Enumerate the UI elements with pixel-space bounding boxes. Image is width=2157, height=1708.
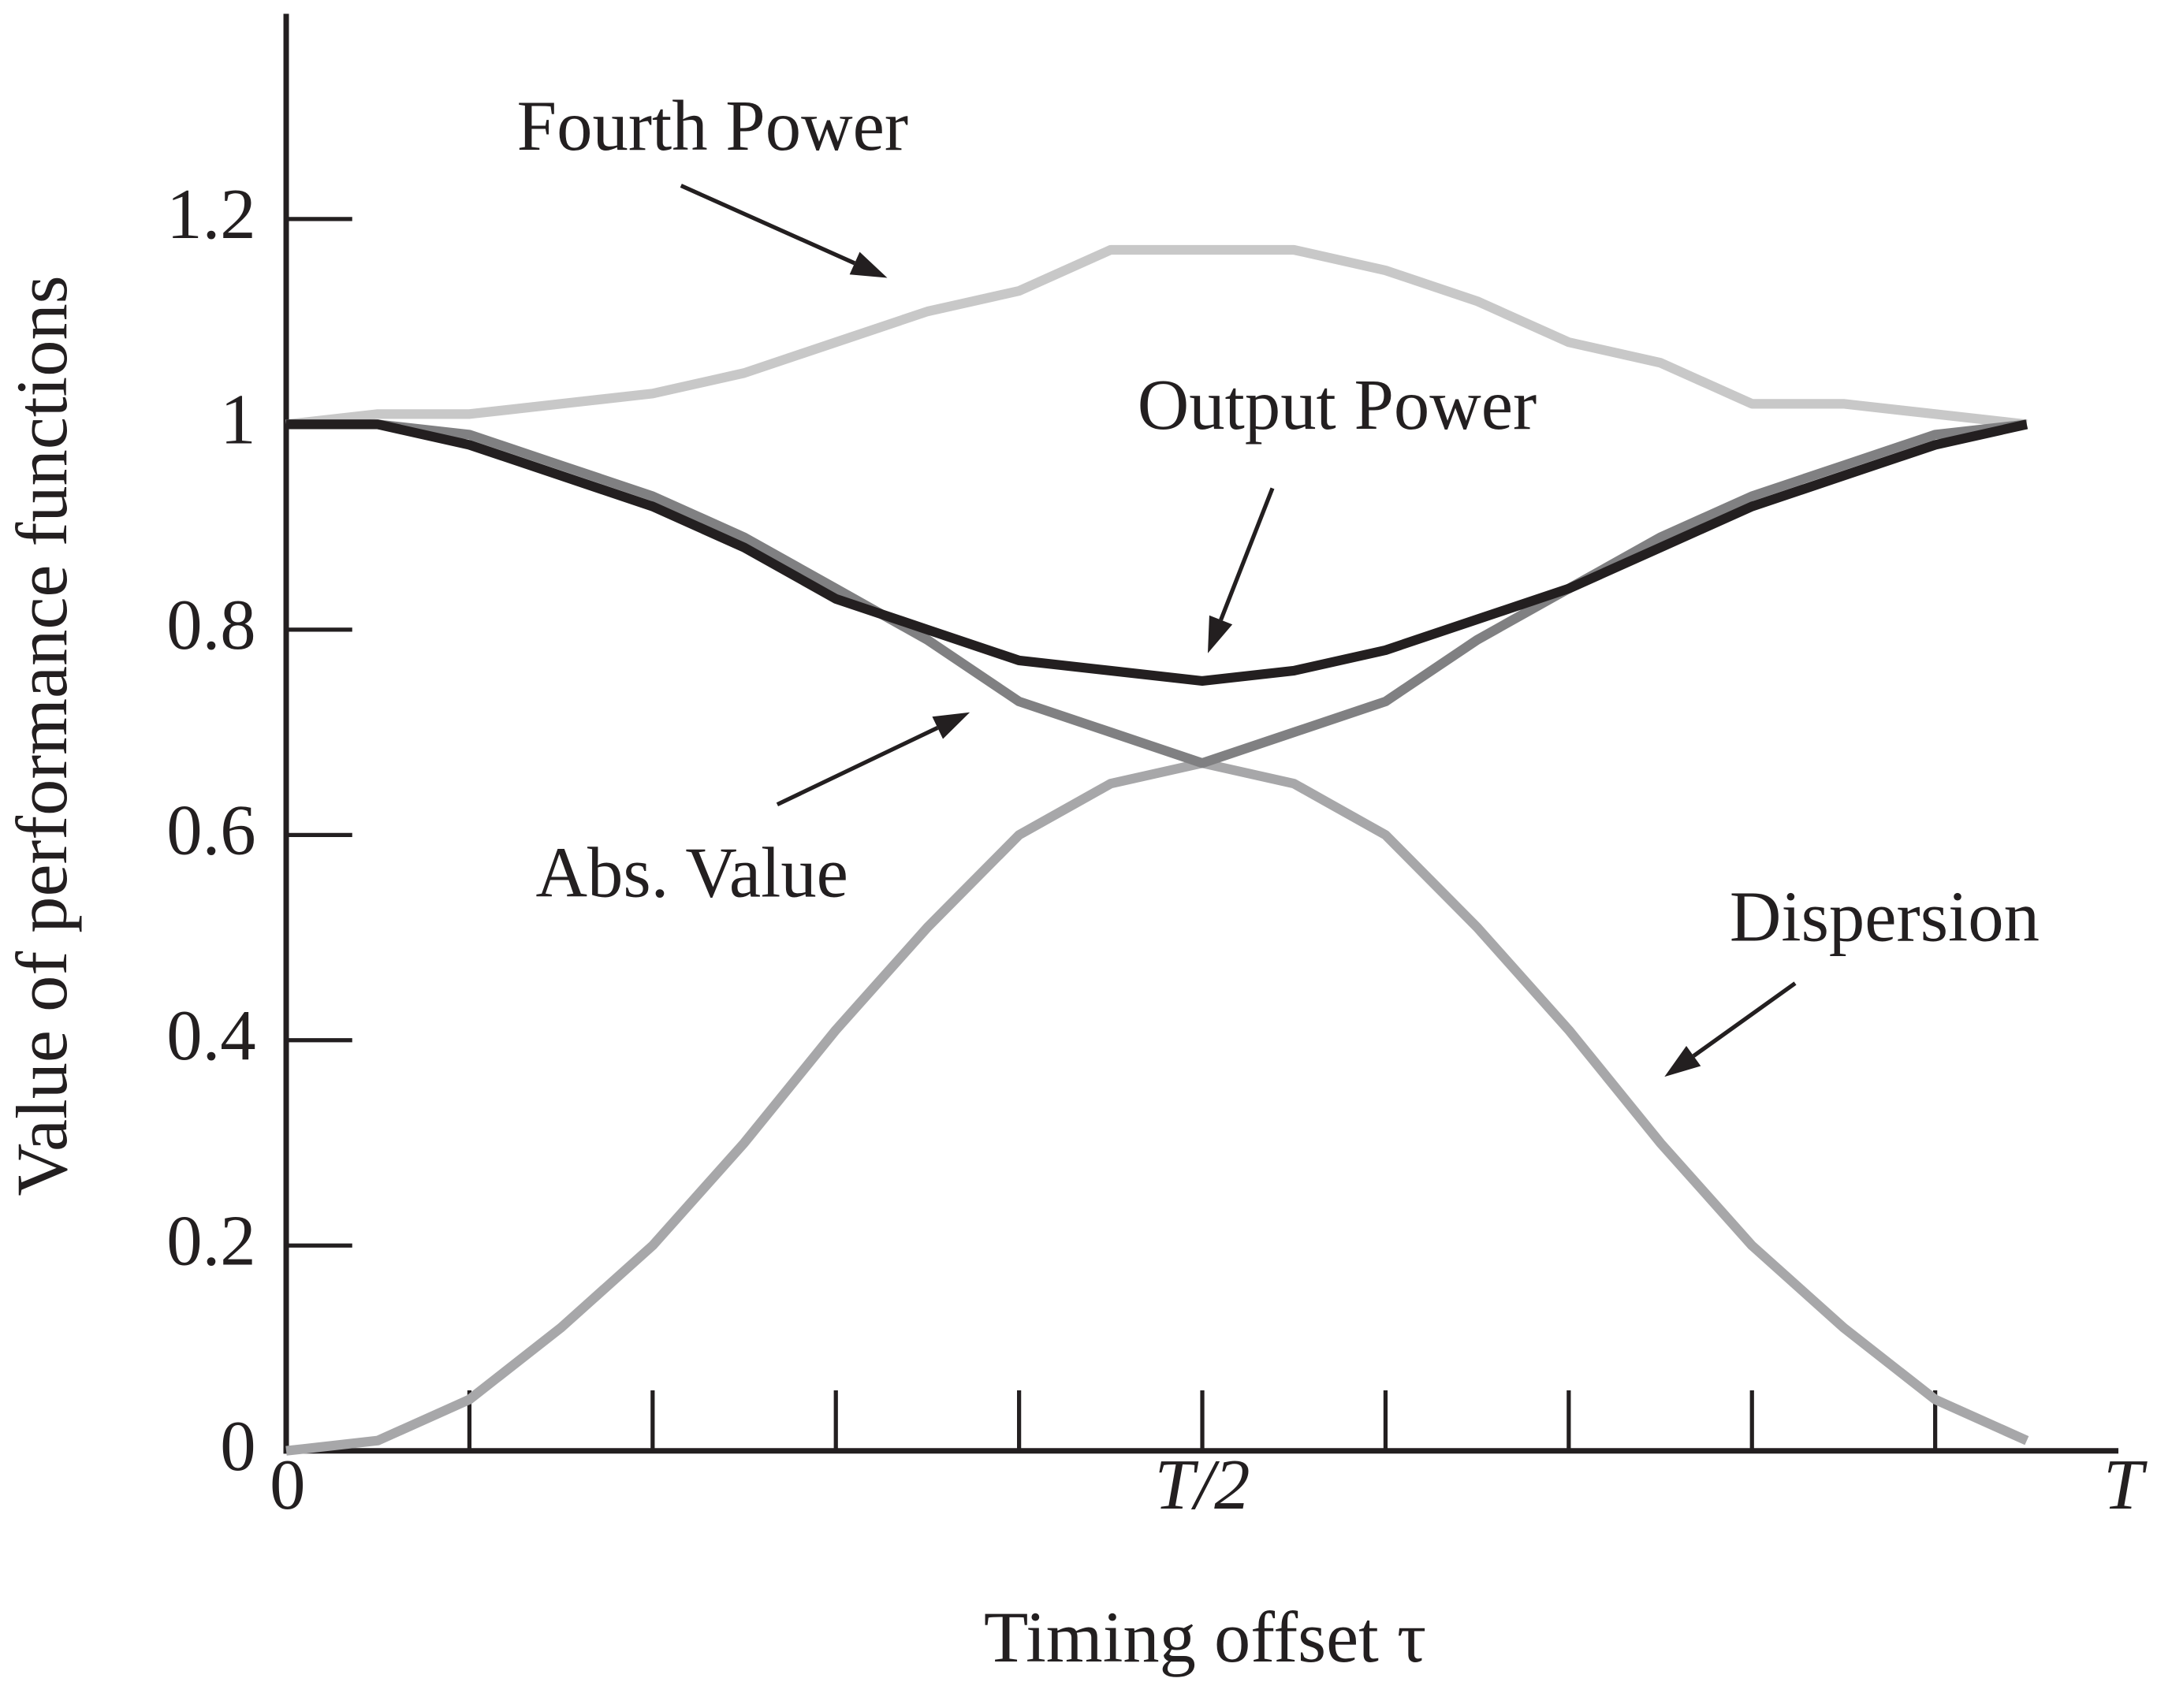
series-annotation: Output Power: [1138, 365, 1537, 445]
y-tick-label: 0: [220, 1406, 255, 1486]
y-tick-label: 0.4: [166, 995, 255, 1075]
annotation-arrow: [680, 184, 856, 266]
series-line: [286, 419, 2028, 768]
x-tick-label: T: [2103, 1445, 2148, 1524]
arrow-head: [932, 712, 970, 739]
series-line: [285, 758, 2029, 1456]
annotation-arrow: [1692, 981, 1797, 1058]
y-tick-label: 1: [220, 380, 255, 460]
y-tick-label: 1.2: [166, 174, 255, 254]
annotation-arrow: [776, 726, 939, 807]
series-annotation: Fourth Power: [517, 86, 908, 166]
series-line: [285, 244, 2028, 430]
arrow-head: [1208, 615, 1233, 653]
x-tick-label: T/2: [1155, 1445, 1250, 1524]
series-annotation: Dispersion: [1730, 876, 2040, 956]
y-tick-label: 0.2: [166, 1201, 255, 1281]
annotation-arrow: [1219, 487, 1275, 621]
y-tick-label: 0.8: [166, 585, 255, 664]
x-tick-label: 0: [270, 1445, 305, 1524]
arrow-head: [849, 251, 888, 278]
x-axis-label: Timing offset τ: [984, 1598, 1426, 1678]
series-annotation: Abs. Value: [535, 832, 848, 912]
y-tick-label: 0.6: [166, 791, 255, 870]
series-line: [286, 419, 2028, 687]
y-axis-label: Value of performance functions: [2, 275, 83, 1196]
arrow-head: [1664, 1045, 1701, 1077]
